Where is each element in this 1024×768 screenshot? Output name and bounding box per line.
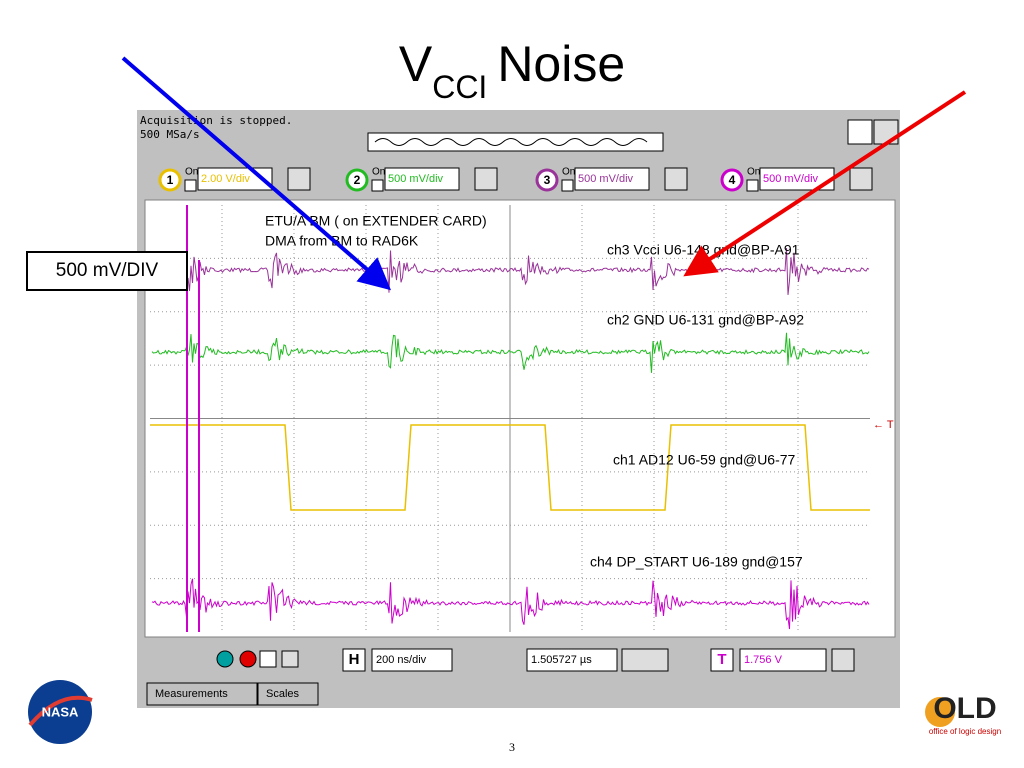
scale-field[interactable] [574,167,650,191]
trace-ch1 [150,424,870,511]
channel-badge [535,168,559,192]
trace-ch4 [151,578,870,630]
channel-on: On [562,167,575,178]
title-main: V [399,36,433,92]
h-button[interactable] [342,648,366,672]
timebar-wave [374,138,648,146]
old-logo: OLD [933,692,996,725]
coupling-button[interactable] [287,167,311,191]
annotation: ch3 Vcci U6-148 gnd@BP-A91 [607,242,800,258]
delay-spinner[interactable] [621,648,669,672]
annotation: ch4 DP_START U6-189 gnd@157 [590,554,803,570]
h-label: H [349,651,360,668]
channel-number: 2 [354,173,361,187]
title-suffix: Noise [497,36,625,92]
scope-window: Acquisition is stopped. 500 MSa/s 1On2.0… [137,110,900,708]
channel-number: 3 [544,173,551,187]
scale-field[interactable] [384,167,460,191]
arrow [683,90,967,277]
channel-on: On [372,167,385,178]
coupling-button[interactable] [664,167,688,191]
timebase-field[interactable] [371,648,453,672]
old-tagline: office of logic design [929,727,1001,736]
annotation: DMA from BM to RAD6K [265,233,419,249]
tool-button[interactable] [259,650,277,668]
nasa-swoosh [28,695,93,727]
channel-scale: 500 mV/div [763,173,819,185]
channel-scale: 500 mV/div [388,173,444,185]
channel-on: On [747,167,760,178]
tab-label: Measurements [155,688,228,700]
callout-text: 500 mV/DIV [56,260,159,281]
tab[interactable] [257,682,319,706]
tool-button[interactable] [239,650,257,668]
channel-on: On [185,167,198,178]
trigger-button[interactable] [710,648,734,672]
annotation: ch2 GND U6-131 gnd@BP-A92 [607,312,804,328]
channel-scale: 2.00 V/div [201,173,250,185]
tab[interactable] [146,682,258,706]
channel-badge [158,168,182,192]
timebar [367,132,664,152]
sample-rate: 500 MSa/s [140,128,200,141]
coupling-button[interactable] [474,167,498,191]
old-logo-mark [925,697,955,727]
page-number: 3 [509,740,515,754]
channel-checkbox[interactable] [746,179,759,192]
toolbar: H 200 ns/div 1.505727 µs T 1.756 V [216,648,855,672]
channel-scale: 500 mV/div [578,173,634,185]
arrow [121,56,392,291]
trigger-marker: ← T [873,419,894,431]
callout-box [26,251,188,291]
coupling-button[interactable] [849,167,873,191]
channel-checkbox[interactable] [371,179,384,192]
channel-number: 4 [729,173,736,187]
title-subscript: CCI [432,69,487,105]
trigger-field[interactable] [739,648,827,672]
channel-checkbox[interactable] [184,179,197,192]
annotation: ch1 AD12 U6-59 gnd@U6-77 [613,452,796,468]
channel-badge [345,168,369,192]
tab-label: Scales [266,688,300,700]
trace-ch3 [151,247,870,295]
delay-field[interactable] [526,648,618,672]
level-spinner[interactable] [831,648,855,672]
delay: 1.505727 µs [531,654,592,666]
nasa-text: NASA [42,704,79,719]
channel-badge [720,168,744,192]
print-button[interactable] [281,650,299,668]
trace-ch2 [151,332,870,373]
status-text: Acquisition is stopped. [140,114,292,127]
channel-number: 1 [167,173,174,187]
annotation: ETU/A BM ( on EXTENDER CARD) [265,213,487,229]
channel-checkbox[interactable] [561,179,574,192]
trigger-label: T [717,651,726,668]
trigger-level: 1.756 V [744,654,783,666]
timebase: 200 ns/div [376,654,427,666]
slide-title: VCCI Noise [399,36,625,105]
tool-button[interactable] [216,650,234,668]
run-button[interactable] [847,119,873,145]
